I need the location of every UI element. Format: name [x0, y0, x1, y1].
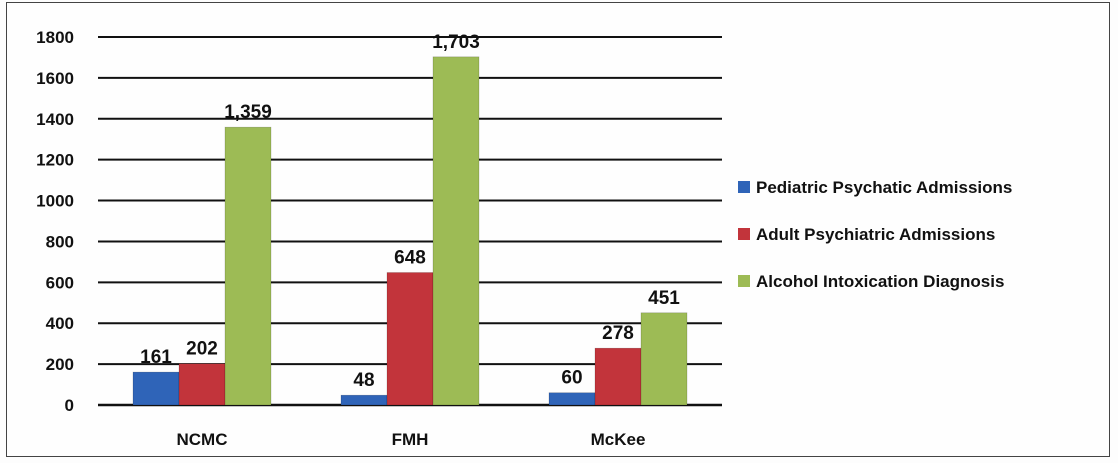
- data-label: 161: [140, 347, 172, 368]
- data-label: 451: [648, 288, 680, 309]
- legend-swatch: [738, 228, 750, 240]
- bar: [340, 394, 388, 406]
- bar: [594, 347, 642, 406]
- data-label: 648: [394, 248, 426, 269]
- data-label: 1,359: [224, 102, 272, 123]
- data-label: 202: [186, 339, 218, 360]
- y-tick-label: 800: [46, 232, 74, 251]
- x-tick-label: FMH: [392, 430, 429, 449]
- data-label: 48: [353, 370, 374, 391]
- y-tick-label: 1800: [36, 28, 74, 47]
- bar: [224, 126, 272, 406]
- legend-label: Pediatric Psychatic Admissions: [756, 178, 1012, 197]
- data-label: 1,703: [432, 32, 480, 53]
- bar: [178, 363, 226, 406]
- legend: Pediatric Psychatic Admissions Adult Psyc…: [738, 178, 1012, 291]
- y-tick-label: 1400: [36, 110, 74, 129]
- bar: [386, 272, 434, 406]
- legend-label: Alcohol Intoxication Diagnosis: [756, 272, 1004, 291]
- y-tick-label: 1000: [36, 192, 74, 211]
- legend-swatch: [738, 275, 750, 287]
- data-label: 60: [561, 368, 582, 389]
- y-tick-label: 400: [46, 314, 74, 333]
- bar: [132, 371, 180, 406]
- y-tick-label: 600: [46, 273, 74, 292]
- y-tick-label: 1200: [36, 151, 74, 170]
- y-tick-label: 0: [65, 396, 74, 415]
- bar: [548, 392, 596, 406]
- legend-swatch: [738, 181, 750, 193]
- y-tick-label: 1600: [36, 69, 74, 88]
- x-tick-label: NCMC: [177, 430, 228, 449]
- legend-label: Adult Psychiatric Admissions: [756, 225, 995, 244]
- x-tick-label: McKee: [591, 430, 646, 449]
- bar: [640, 312, 688, 406]
- bar: [432, 56, 480, 406]
- data-label: 278: [602, 323, 634, 344]
- y-tick-label: 200: [46, 355, 74, 374]
